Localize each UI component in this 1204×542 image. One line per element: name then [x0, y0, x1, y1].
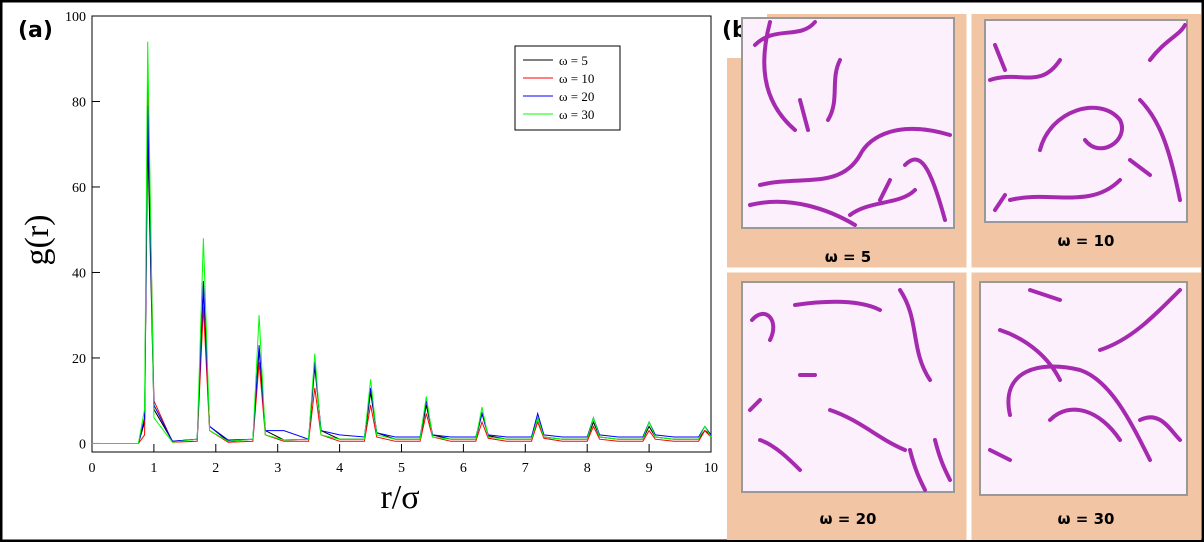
- y-tick-label: 60: [72, 181, 86, 196]
- y-tick-label: 100: [65, 10, 86, 25]
- y-tick-label: 0: [79, 437, 86, 452]
- y-axis-label: g(r): [19, 215, 56, 266]
- x-tick-label: 9: [646, 461, 653, 476]
- series-line: [92, 71, 712, 444]
- panel-b: (b) ω = 5 ω = 10 ω = 20 ω = 30: [722, 14, 1201, 540]
- caption: ω = 30: [1058, 510, 1115, 528]
- x-tick-label: 3: [274, 461, 281, 476]
- legend-label: ω = 10: [559, 71, 594, 86]
- x-tick-label: 10: [704, 461, 718, 476]
- snapshot: [741, 17, 955, 229]
- caption: ω = 20: [820, 510, 877, 528]
- x-tick-label: 1: [150, 461, 157, 476]
- x-tick-label: 4: [336, 461, 343, 476]
- x-tick-label: 2: [212, 461, 219, 476]
- y-tick-label: 80: [72, 95, 86, 110]
- legend-label: ω = 20: [559, 89, 594, 104]
- chain: [988, 288, 1182, 462]
- x-tick-label: 5: [398, 461, 405, 476]
- legend-label: ω = 5: [559, 53, 588, 68]
- x-tick-label: 7: [522, 461, 529, 476]
- x-tick-label: 8: [584, 461, 591, 476]
- y-tick-label: 40: [72, 266, 86, 281]
- caption: ω = 5: [825, 248, 872, 266]
- caption: ω = 10: [1058, 232, 1115, 250]
- y-tick-label: 20: [72, 352, 86, 367]
- snapshot: [741, 281, 955, 493]
- x-tick-label: 0: [89, 461, 96, 476]
- x-tick-label: 6: [460, 461, 467, 476]
- chain: [748, 20, 952, 227]
- legend-label: ω = 30: [559, 107, 594, 122]
- chain: [748, 288, 952, 492]
- series-line: [92, 41, 712, 444]
- panel-label: (a): [18, 18, 53, 43]
- chain: [988, 23, 1187, 212]
- x-axis-label: r/σ: [380, 479, 419, 516]
